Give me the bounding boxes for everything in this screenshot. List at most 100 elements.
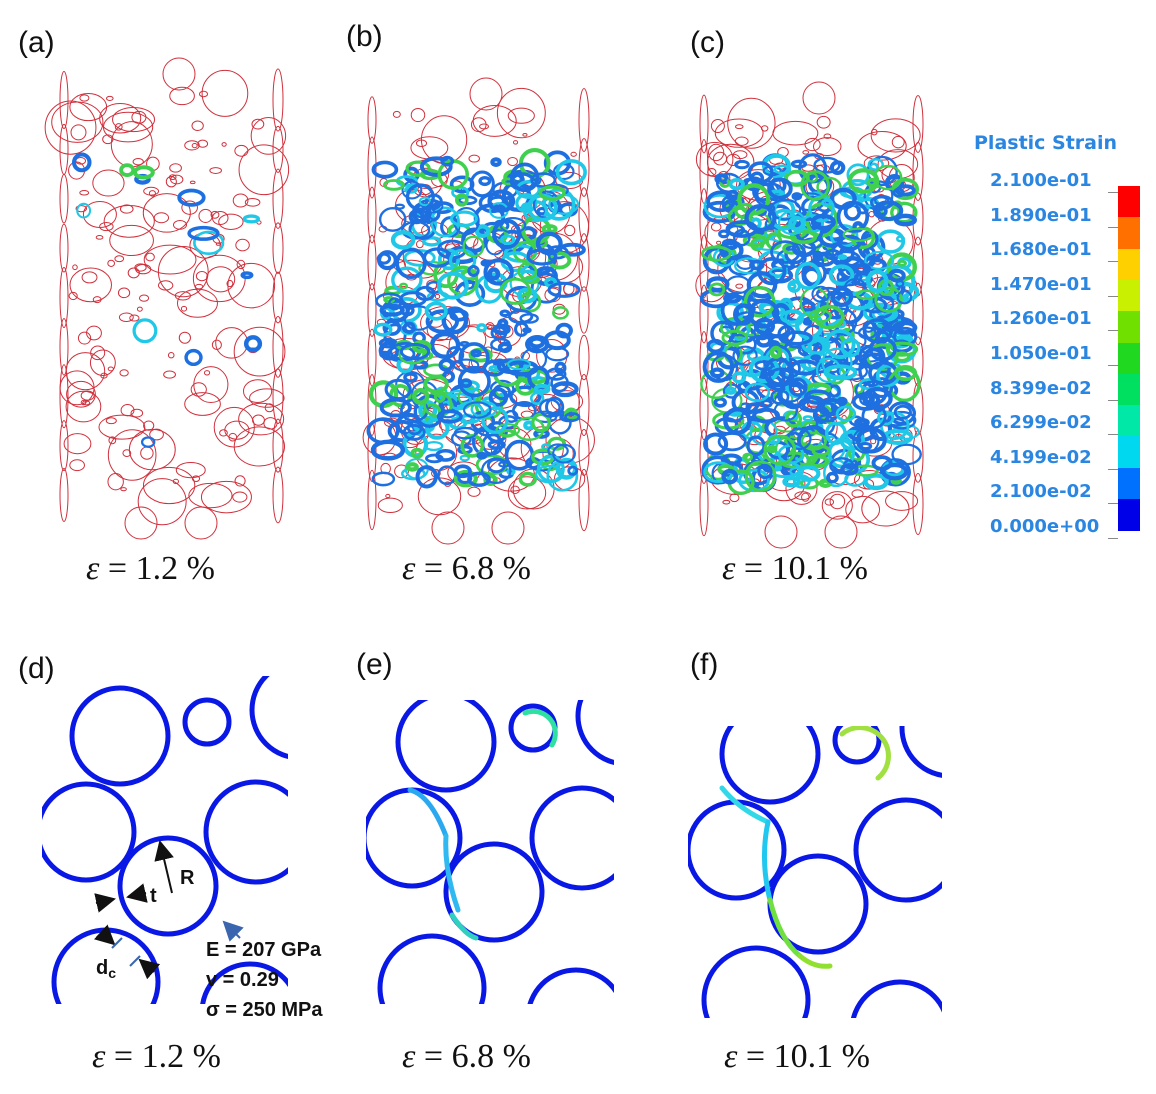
colorbar-segment <box>1118 186 1140 218</box>
cell-outline <box>578 233 590 292</box>
panel-d-2d-rings <box>42 676 288 1004</box>
strain-patch <box>744 204 777 232</box>
cell-outline <box>232 491 248 503</box>
cell-outline <box>165 176 177 188</box>
cell-outline <box>714 118 764 148</box>
caption-e: ε = 6.8 % <box>402 1038 531 1075</box>
strain-patch <box>888 268 906 283</box>
cell-outline <box>44 100 97 155</box>
cell-outline <box>410 107 426 123</box>
cell-outline <box>507 107 535 124</box>
cell-outline <box>699 471 709 537</box>
cell-outline <box>59 420 69 472</box>
strain-patch <box>842 227 875 242</box>
strain-patch <box>703 432 729 456</box>
cell-outline <box>250 117 287 155</box>
cell-outline <box>124 506 158 540</box>
cell-outline <box>59 364 69 429</box>
strain-patch <box>770 240 801 264</box>
cell-outline <box>203 370 211 376</box>
strain-patch <box>802 319 813 326</box>
strain-patch <box>767 177 793 200</box>
strain-region <box>407 787 449 839</box>
strain-patch <box>437 248 461 271</box>
thickness-label: t <box>150 885 157 907</box>
strain-patch <box>518 471 537 487</box>
strain-patch <box>852 464 879 477</box>
cell-outline <box>77 331 92 345</box>
colorbar-segment <box>1118 405 1140 438</box>
cell-outline <box>162 57 196 91</box>
strain-patch <box>755 333 773 348</box>
cell-outline <box>232 193 249 208</box>
cell-outline <box>710 118 725 134</box>
strain-patch <box>702 246 731 275</box>
cell-outline <box>189 180 196 185</box>
strain-patch <box>893 365 918 382</box>
strain-patch <box>893 213 918 227</box>
cell-outline <box>127 267 140 279</box>
strain-patch <box>713 396 727 408</box>
strain-patch <box>463 279 475 290</box>
strain-patch <box>829 457 855 475</box>
strain-patch <box>747 298 780 329</box>
strain-patch <box>442 370 456 384</box>
cell-outline <box>175 462 206 479</box>
cell-outline <box>891 135 905 149</box>
legend-tick <box>1108 399 1118 401</box>
strain-patch <box>476 323 488 333</box>
cell-outline <box>69 92 108 122</box>
cell-outline <box>143 420 155 431</box>
strain-patch <box>742 233 768 248</box>
strain-patch <box>458 342 490 374</box>
cell-outline <box>103 204 155 238</box>
cell-outline <box>578 428 590 477</box>
legend-value-3: 1.470e-01 <box>990 273 1092 295</box>
cell-outline <box>59 123 69 175</box>
strain-patch <box>488 365 500 373</box>
caption-b: ε = 6.8 % <box>402 550 531 587</box>
strain-patch <box>830 286 854 308</box>
strain-patch <box>862 318 893 344</box>
cell-outline <box>512 140 519 145</box>
strain-patch <box>459 454 470 462</box>
cell-outline <box>105 417 117 425</box>
legend-value-5: 1.050e-01 <box>990 343 1092 364</box>
cell-outline <box>699 284 709 344</box>
cell-outline <box>136 306 143 312</box>
strain-patch <box>184 348 203 367</box>
strain-patch <box>555 159 587 186</box>
cell-outline <box>912 472 924 536</box>
strain-patch <box>891 443 922 466</box>
legend-tick <box>1108 330 1118 332</box>
strain-patch <box>857 326 877 340</box>
cell-outline <box>707 168 717 177</box>
cell-outline <box>578 138 590 197</box>
strain-patch <box>777 325 796 344</box>
cell-outline <box>191 120 204 131</box>
cell-outline <box>912 282 924 346</box>
panel-f-label: (f) <box>690 648 719 681</box>
cell-outline <box>726 153 741 166</box>
strain-patch <box>801 335 831 355</box>
cell-outline <box>198 208 213 223</box>
cell-outline <box>109 224 154 257</box>
strain-patch <box>853 262 872 276</box>
cell-outline <box>392 110 401 118</box>
strain-patch <box>762 153 792 179</box>
cell-outline <box>367 283 377 337</box>
cell-outline <box>802 81 836 115</box>
cell-outline <box>145 252 155 262</box>
cell-outline <box>224 420 250 440</box>
strain-patch <box>719 240 744 261</box>
strain-patch <box>460 433 485 458</box>
strain-patch <box>132 165 155 180</box>
cell-outline <box>235 238 250 252</box>
cell-outline <box>510 485 520 494</box>
gap-label: dc <box>96 957 116 981</box>
strain-patch <box>836 200 870 233</box>
cell-ring <box>527 967 614 1004</box>
cell-outline <box>63 433 92 455</box>
legend-value-4: 1.260e-01 <box>990 308 1092 330</box>
panel-b-foam-3d <box>362 77 595 545</box>
